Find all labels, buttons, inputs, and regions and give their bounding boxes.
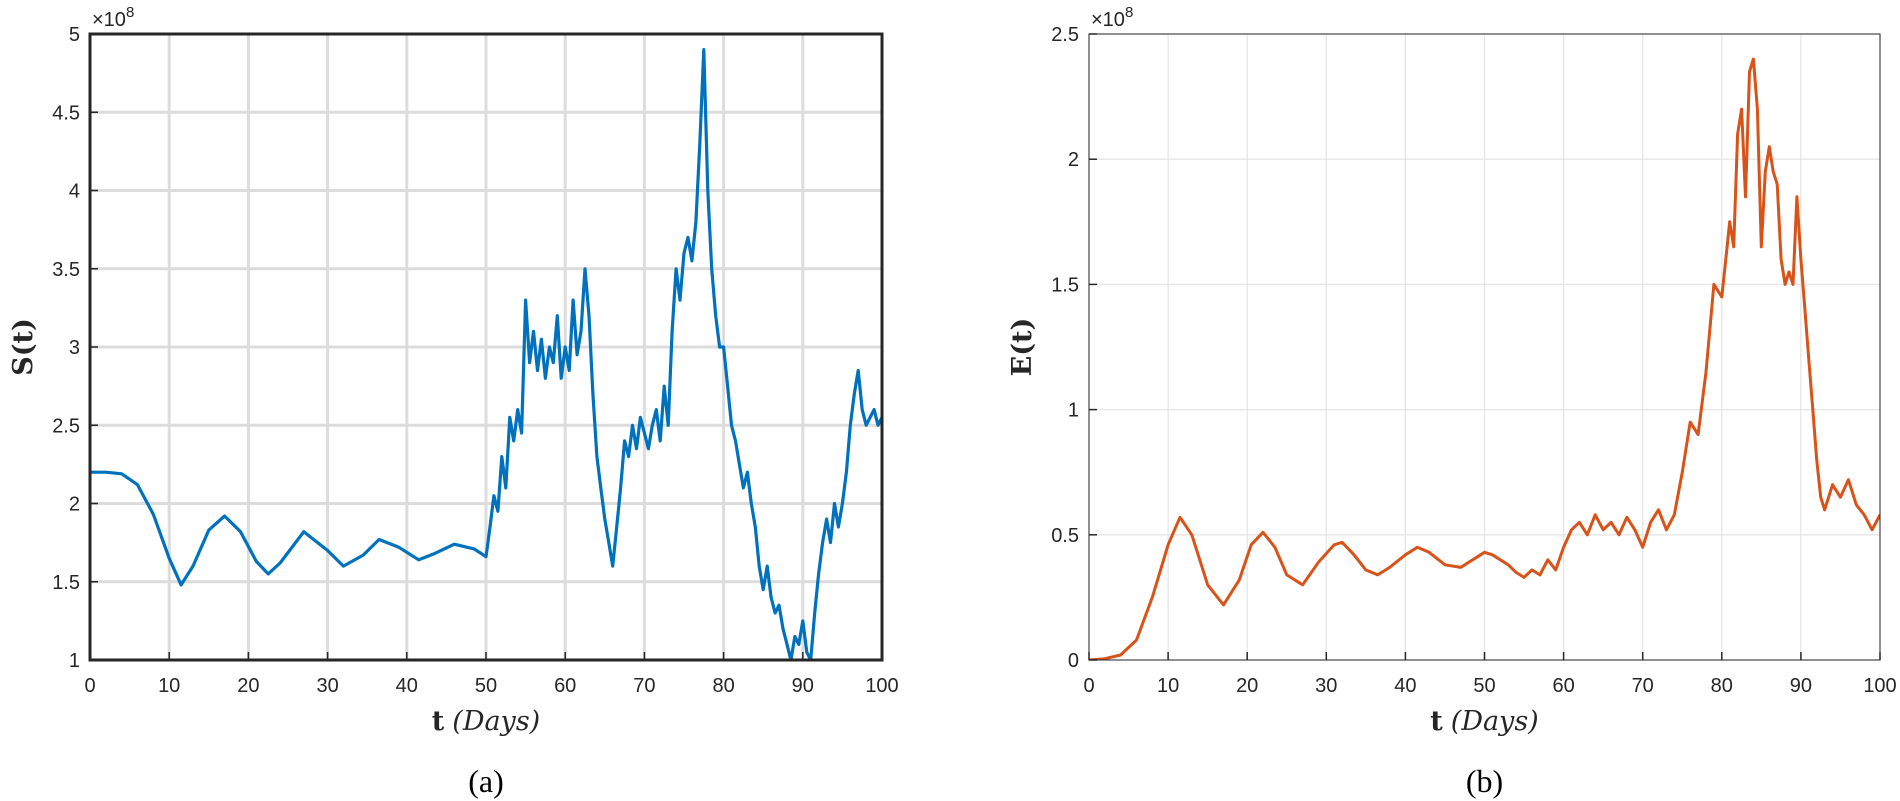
x-tick-label: 60 xyxy=(1552,675,1574,697)
series-a xyxy=(90,47,882,660)
x-tick-label: 90 xyxy=(1790,675,1812,697)
y-tick-label: 0.5 xyxy=(1051,525,1079,547)
x-tick-label: 10 xyxy=(158,675,180,697)
y-tick-label: 1 xyxy=(69,650,80,672)
series-line xyxy=(90,47,882,660)
x-tick-label: 80 xyxy=(1711,675,1733,697)
series-line xyxy=(1089,57,1880,660)
x-tick-label: 0 xyxy=(1083,675,1094,697)
x-tick-label: 30 xyxy=(316,675,338,697)
x-tick-label: 90 xyxy=(792,675,814,697)
grid-b xyxy=(1088,33,1881,661)
y-multiplier-a: ×108 xyxy=(92,4,134,31)
x-tick-label: 30 xyxy=(1315,675,1337,697)
y-tick-label: 1.5 xyxy=(52,572,80,594)
y-ticks-b: 0 0.5 1 1.5 2 2.5 xyxy=(1051,24,1097,672)
y-tick-label: 4 xyxy=(69,181,80,203)
grid-a xyxy=(88,32,884,662)
y-axis-label-b: E(t) xyxy=(1007,318,1038,377)
x-ticks-b: 0 10 20 30 40 50 60 70 80 90 100 xyxy=(1083,652,1897,697)
x-tick-label: 40 xyxy=(1394,675,1416,697)
y-tick-label: 0 xyxy=(1068,650,1079,672)
x-tick-label: 70 xyxy=(633,675,655,697)
x-tick-label: 60 xyxy=(554,675,576,697)
y-ticks-a: 1 1.5 2 2.5 3 3.5 4 4.5 5 xyxy=(52,24,98,672)
x-tick-label: 0 xyxy=(84,675,95,697)
y-tick-label: 1 xyxy=(1068,400,1079,422)
x-tick-label: 70 xyxy=(1632,675,1654,697)
x-axis-label-a: t (Days) xyxy=(432,706,540,737)
y-tick-label: 2.5 xyxy=(52,415,80,437)
y-multiplier-b: ×108 xyxy=(1091,4,1133,31)
panel-a: 0 10 20 30 40 50 60 70 80 90 100 1 1.5 2 2.5 3 3.5 4 4.5 5… xyxy=(8,4,899,799)
y-tick-label: 3.5 xyxy=(52,259,80,281)
y-tick-label: 5 xyxy=(69,24,80,46)
x-tick-label: 50 xyxy=(1473,675,1495,697)
x-tick-label: 20 xyxy=(237,675,259,697)
y-tick-label: 1.5 xyxy=(1051,274,1079,296)
x-tick-label: 50 xyxy=(475,675,497,697)
x-tick-label: 80 xyxy=(712,675,734,697)
y-axis-label-a: S(t) xyxy=(8,318,39,376)
x-ticks-a: 0 10 20 30 40 50 60 70 80 90 100 xyxy=(84,652,899,697)
x-tick-label: 100 xyxy=(865,675,898,697)
x-axis-label-b: t (Days) xyxy=(1430,706,1538,737)
y-tick-label: 4.5 xyxy=(52,102,80,124)
y-tick-label: 2.5 xyxy=(1051,24,1079,46)
y-tick-label: 2 xyxy=(69,494,80,516)
y-tick-label: 2 xyxy=(1068,149,1079,171)
x-tick-label: 100 xyxy=(1863,675,1896,697)
caption-b: (b) xyxy=(1466,763,1503,799)
x-tick-label: 10 xyxy=(1157,675,1179,697)
caption-a: (a) xyxy=(468,763,504,799)
x-tick-label: 40 xyxy=(396,675,418,697)
panel-b: 0 10 20 30 40 50 60 70 80 90 100 0 0.5 1 1.5 2 2.5 ×108… xyxy=(1007,4,1897,799)
series-b xyxy=(1089,57,1880,660)
x-tick-label: 20 xyxy=(1236,675,1258,697)
y-tick-label: 3 xyxy=(69,337,80,359)
